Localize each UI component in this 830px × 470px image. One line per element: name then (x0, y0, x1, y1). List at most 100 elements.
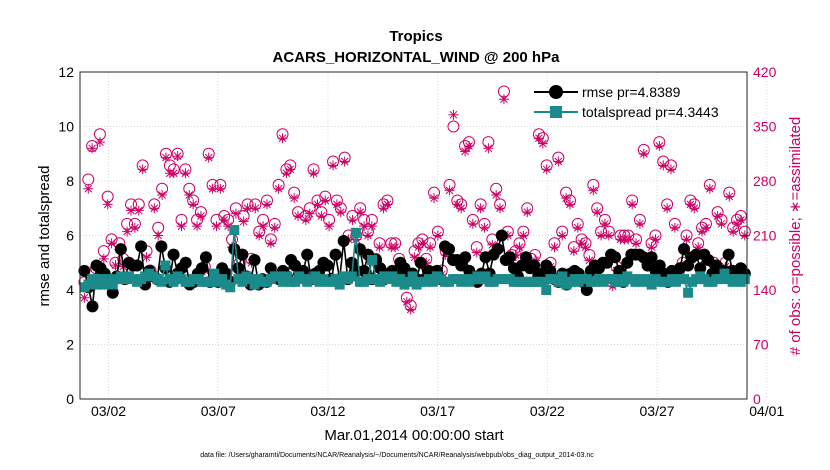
y-right-tick-label: 420 (753, 64, 777, 80)
assimilated-obs-point (207, 183, 218, 194)
rmse-point (232, 262, 245, 275)
assimilated-obs-point (467, 218, 478, 229)
assimilated-obs-point (141, 252, 152, 263)
assimilated-obs-point (382, 199, 393, 210)
y-right-tick-label: 0 (753, 391, 761, 407)
rmse-point (329, 248, 342, 261)
totalspread-point (225, 282, 236, 293)
assimilated-obs-point (479, 222, 490, 233)
y-left-tick-label: 2 (66, 337, 74, 353)
y-right-tick-label: 350 (753, 119, 777, 135)
totalspread-point (646, 279, 657, 290)
assimilated-obs-point (405, 304, 416, 315)
chart-subtitle: ACARS_HORIZONTAL_WIND @ 200 hPa (273, 49, 561, 66)
assimilated-obs-point (362, 230, 373, 241)
totalspread-point (273, 271, 284, 282)
rmse-point (443, 243, 456, 256)
rmse-point (414, 256, 427, 269)
assimilated-obs-point (149, 203, 160, 214)
assimilated-obs-point (79, 292, 90, 303)
assimilated-obs-point (732, 218, 743, 229)
rmse-point (195, 262, 208, 275)
assimilated-obs-point (564, 199, 575, 210)
assimilated-obs-point (230, 208, 241, 219)
rmse-point (114, 243, 127, 256)
rmse-point (131, 259, 144, 272)
rmse-point (357, 264, 370, 277)
rmse-point (86, 300, 99, 313)
assimilated-obs-point (658, 160, 669, 171)
x-tick-label: 04/01 (749, 403, 784, 419)
assimilated-obs-point (471, 247, 482, 258)
y-left-tick-label: 10 (58, 119, 74, 135)
assimilated-obs-point (258, 221, 269, 232)
totalspread-point (557, 271, 568, 282)
assimilated-obs-point (518, 230, 529, 241)
assimilated-obs-point (293, 211, 304, 222)
totalspread-point (427, 276, 438, 287)
rmse-point (580, 284, 593, 296)
totalspread-point (553, 276, 564, 287)
assimilated-obs-point (417, 238, 428, 249)
rmse-point (520, 251, 533, 264)
chart-title: Tropics (389, 28, 442, 45)
y-right-tick-label: 210 (753, 228, 777, 244)
rmse-point (135, 240, 148, 253)
assimilated-obs-point (269, 222, 280, 233)
totalspread-point (395, 274, 406, 285)
assimilated-obs-point (129, 222, 140, 233)
assimilated-obs-point (122, 226, 133, 237)
totalspread-point (160, 260, 171, 271)
rmse-point (321, 259, 334, 272)
assimilated-obs-point (390, 242, 401, 253)
assimilated-obs-point (650, 234, 661, 245)
rmse-point (491, 243, 504, 256)
assimilated-obs-point (561, 193, 572, 204)
totalspread-point (350, 227, 361, 238)
legend-spread-marker (550, 106, 562, 118)
totalspread-point (91, 279, 102, 290)
assimilated-obs-point (739, 230, 750, 241)
assimilated-obs-point (137, 164, 148, 175)
assimilated-obs-point (662, 203, 673, 214)
totalspread-point (290, 276, 301, 287)
assimilated-obs-point (580, 242, 591, 253)
rmse-point (337, 234, 350, 247)
y-left-axis-label: rmse and totalspread (36, 166, 53, 307)
possible-obs-point (82, 173, 95, 186)
x-tick-label: 03/07 (201, 403, 236, 419)
totalspread-point (95, 274, 106, 285)
assimilated-obs-point (728, 226, 739, 237)
y-left-tick-label: 0 (66, 391, 74, 407)
totalspread-point (217, 274, 228, 285)
totalspread-point (618, 276, 629, 287)
totalspread-point (642, 274, 653, 285)
assimilated-obs-point (176, 221, 187, 232)
assimilated-obs-point (599, 218, 610, 229)
assimilated-obs-point (553, 156, 564, 167)
assimilated-obs-point (347, 214, 358, 225)
assimilated-obs-point (320, 195, 331, 206)
assimilated-obs-point (261, 199, 272, 210)
assimilated-obs-point (596, 230, 607, 241)
assimilated-obs-point (378, 203, 389, 214)
assimilated-obs-point (716, 218, 727, 229)
totalspread-point (330, 274, 341, 285)
assimilated-obs-point (254, 230, 265, 241)
totalspread-point (281, 271, 292, 282)
rmse-point (78, 264, 91, 277)
totalspread-point (237, 276, 248, 287)
totalspread-point (204, 276, 215, 287)
totalspread-point (480, 271, 491, 282)
x-tick-label: 03/02 (91, 403, 126, 419)
assimilated-obs-point (184, 190, 195, 201)
assimilated-obs-point (133, 205, 144, 216)
assimilated-obs-point (425, 242, 436, 253)
assimilated-obs-point (238, 216, 249, 227)
totalspread-point (103, 274, 114, 285)
assimilated-obs-point (463, 140, 474, 151)
rmse-point (248, 254, 261, 267)
assimilated-obs-point (312, 199, 323, 210)
x-tick-label: 03/22 (530, 403, 565, 419)
